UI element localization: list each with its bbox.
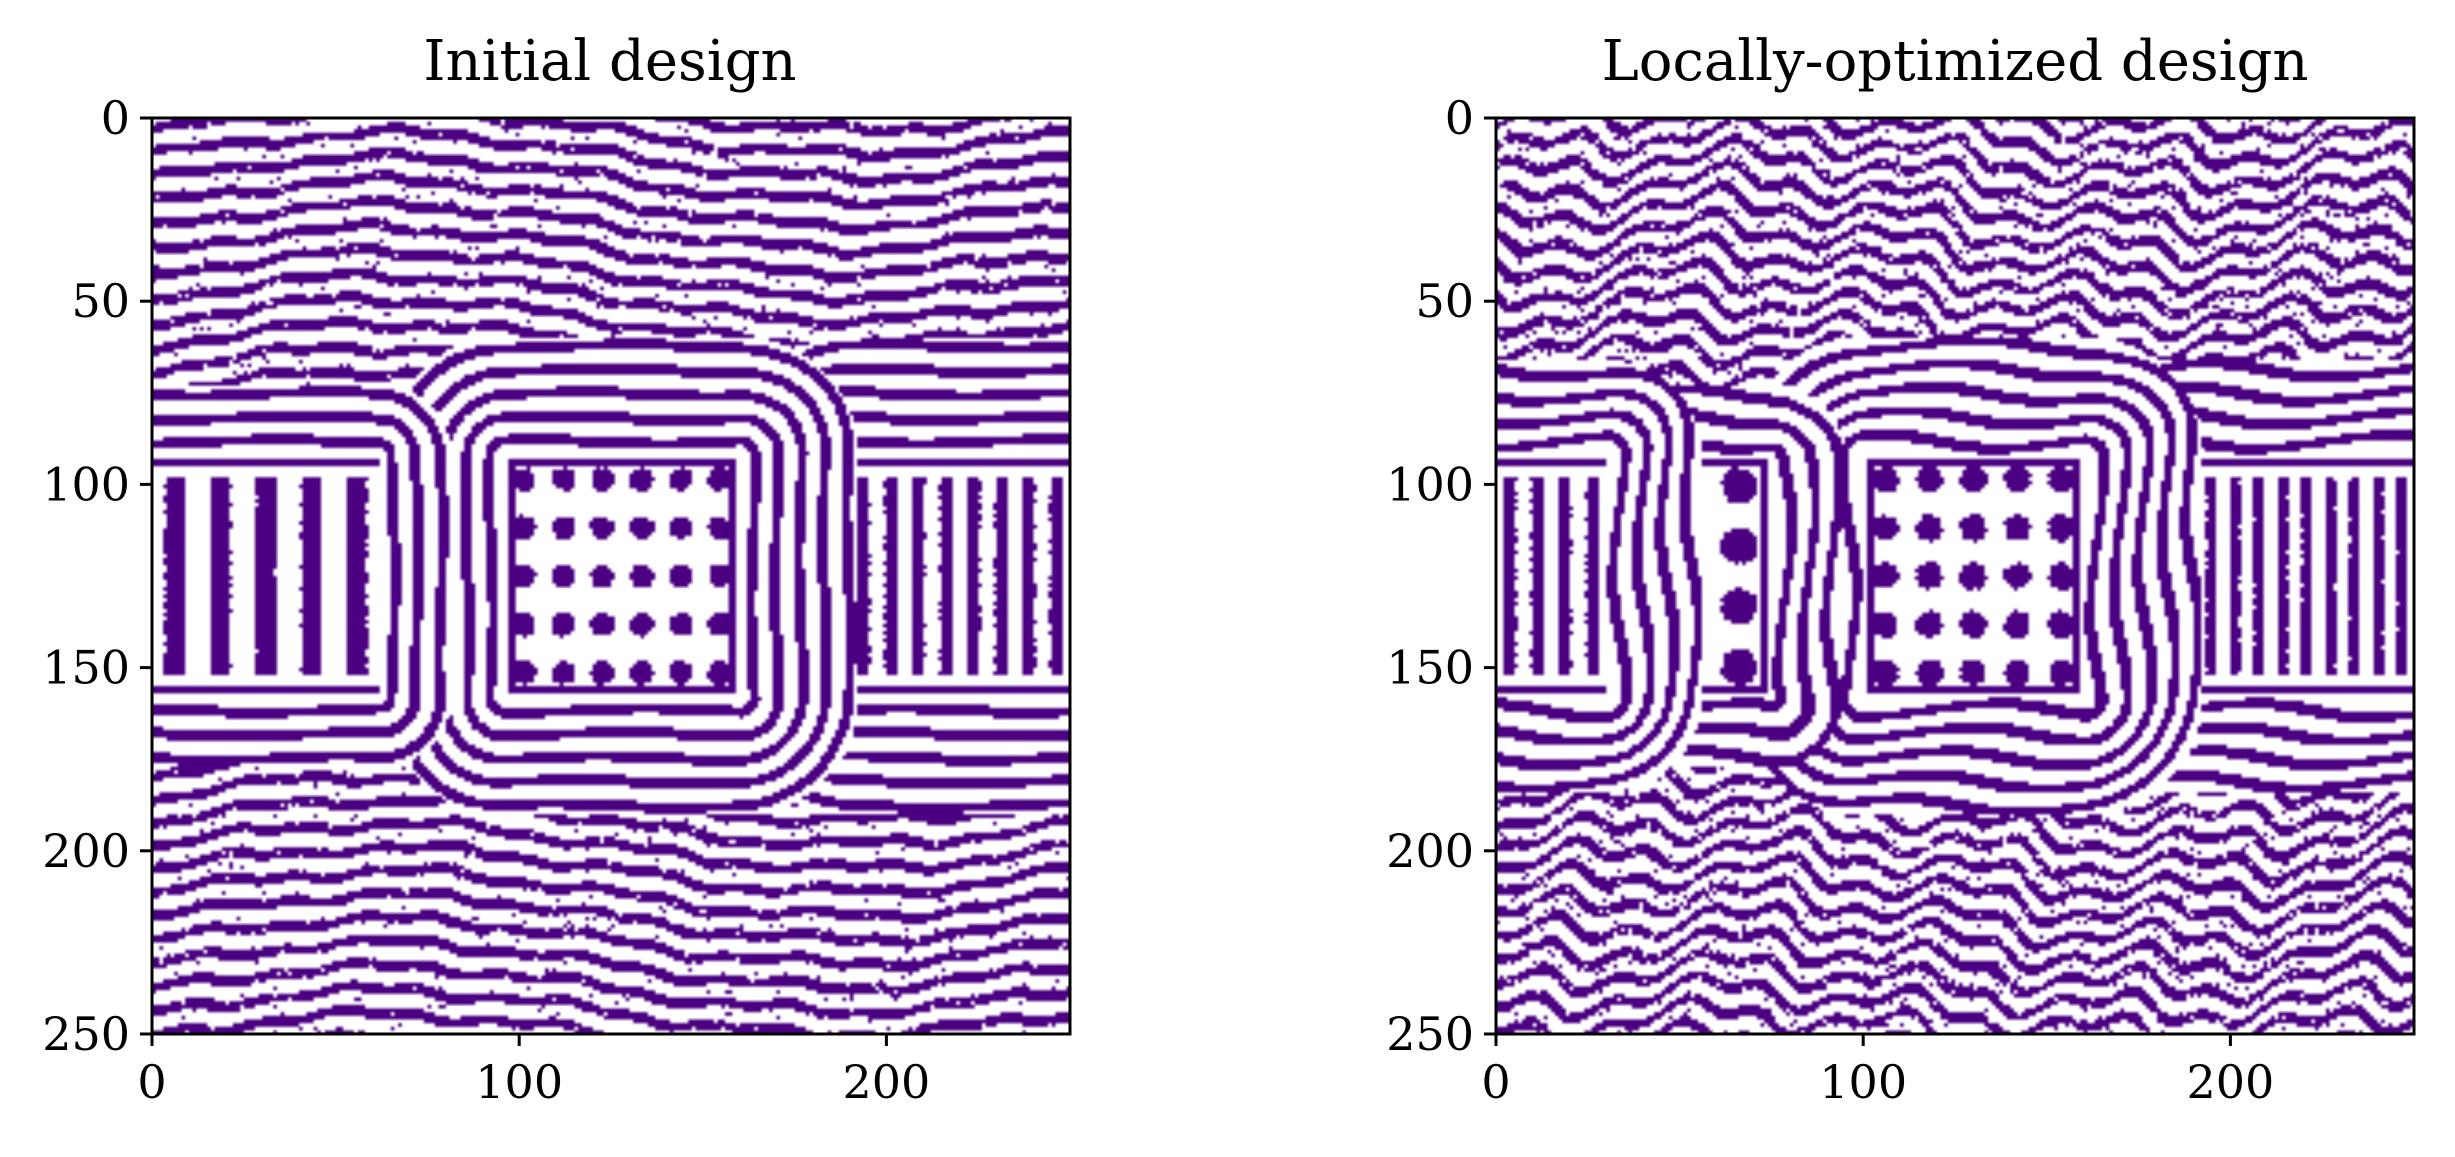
heatmap-raster bbox=[1496, 118, 2414, 1034]
y-tick-label: 200 bbox=[42, 824, 130, 878]
axes-frame bbox=[150, 116, 1072, 1036]
x-tick-label: 200 bbox=[2186, 1055, 2274, 1109]
y-tick-label: 0 bbox=[1445, 91, 1474, 145]
y-tick-label: 0 bbox=[101, 91, 130, 145]
axes-frame bbox=[1494, 116, 2416, 1036]
panel-initial-design: Initial design 0 100 200 0 50 100 150 200 250 bbox=[42, 29, 1072, 1109]
heatmap-image bbox=[152, 118, 1070, 1034]
axes: 0 100 200 0 50 100 150 200 250 bbox=[1386, 91, 2416, 1109]
chart-title: Initial design bbox=[423, 29, 796, 94]
y-tick-label: 50 bbox=[71, 274, 130, 328]
y-tick-label: 150 bbox=[1386, 641, 1474, 695]
y-tick-label: 100 bbox=[42, 457, 130, 511]
x-tick-label: 200 bbox=[842, 1055, 930, 1109]
y-tick-label: 50 bbox=[1415, 274, 1474, 328]
y-tick-label: 100 bbox=[1386, 457, 1474, 511]
y-tick-label: 250 bbox=[42, 1007, 130, 1061]
x-tick-label: 0 bbox=[1481, 1055, 1510, 1109]
heatmap-image bbox=[1496, 118, 2414, 1034]
chart-title: Locally-optimized design bbox=[1602, 29, 2309, 94]
y-tick-label: 250 bbox=[1386, 1007, 1474, 1061]
panel-locally-optimized-design: Locally-optimized design 0 100 200 0 50 100 15… bbox=[1386, 29, 2416, 1109]
x-tick-label: 0 bbox=[137, 1055, 166, 1109]
x-tick-label: 100 bbox=[1819, 1055, 1907, 1109]
axes: 0 100 200 0 50 100 150 200 250 bbox=[42, 91, 1072, 1109]
y-tick-label: 150 bbox=[42, 641, 130, 695]
y-tick-label: 200 bbox=[1386, 824, 1474, 878]
heatmap-raster bbox=[152, 118, 1070, 1034]
x-tick-label: 100 bbox=[475, 1055, 563, 1109]
